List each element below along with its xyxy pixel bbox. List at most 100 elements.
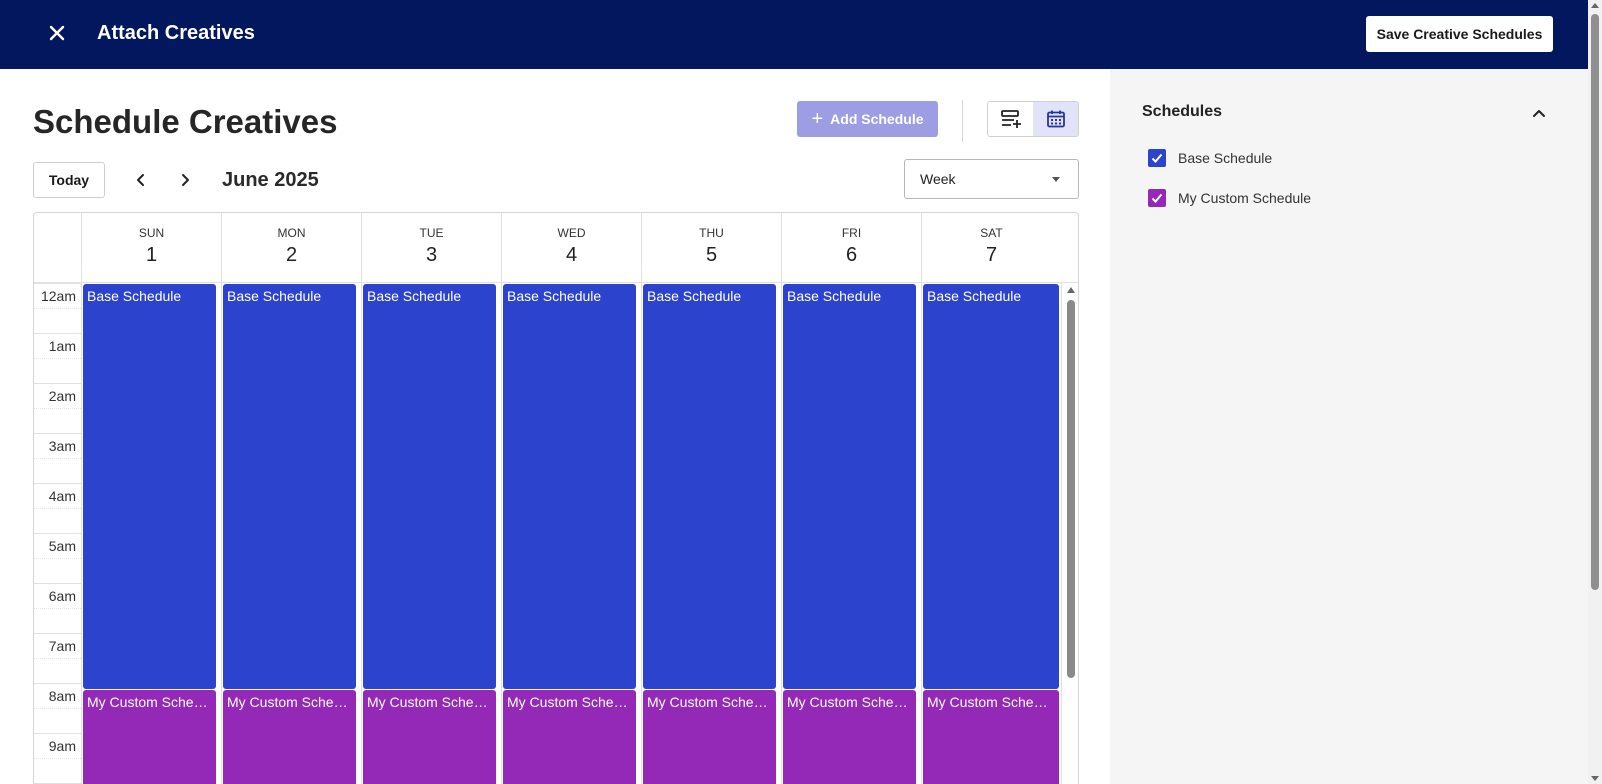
day-name: SUN — [138, 226, 165, 240]
chevron-up-icon — [1533, 110, 1545, 117]
list-view-button[interactable] — [988, 102, 1033, 136]
hour-label: 6am — [48, 588, 76, 604]
event-base-schedule-sat[interactable]: Base Schedule — [923, 284, 1059, 689]
hour-gridline — [34, 433, 81, 434]
top-app-bar: Attach Creatives Save Creative Schedules — [0, 0, 1588, 69]
day-name: WED — [557, 226, 586, 240]
day-name: SAT — [980, 226, 1003, 240]
scrollbar-thumb[interactable] — [1067, 300, 1075, 678]
close-button[interactable] — [44, 20, 70, 46]
chevron-right-icon — [182, 174, 189, 186]
add-schedule-label: Add Schedule — [830, 111, 924, 127]
day-column-divider — [361, 283, 362, 784]
half-hour-gridline — [34, 608, 81, 609]
day-name: MON — [277, 226, 306, 240]
event-base-schedule-wed[interactable]: Base Schedule — [503, 284, 636, 689]
day-number: 2 — [285, 244, 298, 266]
half-hour-gridline — [34, 708, 81, 709]
add-schedule-button[interactable]: + Add Schedule — [797, 101, 938, 137]
day-number: 1 — [145, 244, 158, 266]
half-hour-gridline — [34, 758, 81, 759]
day-name: THU — [699, 226, 724, 240]
day-name: TUE — [419, 226, 444, 240]
event-base-schedule-thu[interactable]: Base Schedule — [643, 284, 776, 689]
event-custom-schedule-sat[interactable]: My Custom Schedule — [923, 690, 1059, 784]
filter-label: Base Schedule — [1178, 150, 1273, 166]
day-number: 7 — [985, 244, 998, 266]
hour-label: 1am — [48, 338, 76, 354]
day-header-thu: THU 5 — [641, 213, 781, 283]
day-column-divider — [501, 283, 502, 784]
hour-gridline — [34, 383, 81, 384]
page-scrollbar[interactable] — [1588, 0, 1602, 784]
day-column-divider — [641, 283, 642, 784]
day-number: 6 — [845, 244, 858, 266]
today-button[interactable]: Today — [33, 162, 105, 198]
event-custom-schedule-mon[interactable]: My Custom Schedu... — [223, 690, 356, 784]
filter-label: My Custom Schedule — [1178, 190, 1312, 206]
schedules-panel: Schedules Base Schedule My Custom Schedu… — [1110, 69, 1588, 784]
day-number: 4 — [565, 244, 578, 266]
close-icon — [49, 25, 65, 41]
checkbox-checked-icon[interactable] — [1148, 189, 1166, 207]
schedules-title: Schedules — [1142, 103, 1223, 120]
hour-gridline — [34, 533, 81, 534]
hour-label: 5am — [48, 538, 76, 554]
hour-gridline — [34, 683, 81, 684]
hour-label: 7am — [48, 638, 76, 654]
hour-gridline — [34, 633, 81, 634]
calendar-header: SUN 1 MON 2 TUE 3 WED 4 THU 5 FRI 6 SAT 7 — [34, 213, 1078, 283]
day-column-divider — [221, 283, 222, 784]
day-column-divider — [81, 283, 82, 784]
view-range-select[interactable]: Week — [904, 159, 1079, 199]
event-base-schedule-fri[interactable]: Base Schedule — [783, 284, 916, 689]
save-creative-schedules-button[interactable]: Save Creative Schedules — [1366, 16, 1553, 52]
half-hour-gridline — [34, 658, 81, 659]
half-hour-gridline — [34, 358, 81, 359]
day-header-wed: WED 4 — [501, 213, 641, 283]
list-add-icon — [1000, 110, 1021, 128]
hour-label: 2am — [48, 388, 76, 404]
hour-label: 9am — [48, 738, 76, 754]
hour-label: 8am — [48, 688, 76, 704]
event-custom-schedule-fri[interactable]: My Custom Schedu... — [783, 690, 916, 784]
chevron-left-icon — [137, 174, 144, 186]
half-hour-gridline — [34, 558, 81, 559]
week-calendar: SUN 1 MON 2 TUE 3 WED 4 THU 5 FRI 6 SAT 7 12am … — [33, 212, 1079, 784]
next-week-button[interactable] — [171, 166, 199, 194]
filter-base-schedule[interactable]: Base Schedule — [1148, 149, 1272, 167]
calendar-view-button[interactable] — [1033, 102, 1078, 136]
day-name: FRI — [841, 226, 862, 240]
hour-label: 12am — [40, 288, 76, 304]
half-hour-gridline — [34, 458, 81, 459]
event-custom-schedule-tue[interactable]: My Custom Schedu... — [363, 690, 496, 784]
collapse-button[interactable] — [1528, 102, 1550, 124]
month-label: June 2025 — [222, 169, 319, 191]
view-toggle — [987, 101, 1079, 137]
caret-down-icon — [1052, 177, 1060, 182]
scroll-up-arrow-icon[interactable] — [1591, 3, 1599, 8]
day-column-divider — [781, 283, 782, 784]
hour-label: 4am — [48, 488, 76, 504]
event-custom-schedule-sun[interactable]: My Custom Schedu... — [83, 690, 216, 784]
calendar-scrollbar[interactable] — [1064, 283, 1078, 784]
event-custom-schedule-thu[interactable]: My Custom Schedu... — [643, 690, 776, 784]
checkbox-checked-icon[interactable] — [1148, 149, 1166, 167]
scroll-down-arrow-icon[interactable] — [1591, 776, 1599, 781]
event-base-schedule-sun[interactable]: Base Schedule — [83, 284, 216, 689]
half-hour-gridline — [34, 308, 81, 309]
hour-label: 3am — [48, 438, 76, 454]
day-header-sat: SAT 7 — [921, 213, 1061, 283]
event-base-schedule-mon[interactable]: Base Schedule — [223, 284, 356, 689]
day-header-mon: MON 2 — [221, 213, 361, 283]
scrollbar-thumb[interactable] — [1591, 14, 1599, 590]
filter-my-custom-schedule[interactable]: My Custom Schedule — [1148, 189, 1311, 207]
day-number: 3 — [425, 244, 438, 266]
previous-week-button[interactable] — [127, 166, 155, 194]
hour-gridline — [34, 583, 81, 584]
event-custom-schedule-wed[interactable]: My Custom Schedu... — [503, 690, 636, 784]
scroll-up-arrow-icon[interactable] — [1067, 287, 1075, 293]
event-base-schedule-tue[interactable]: Base Schedule — [363, 284, 496, 689]
hour-gridline — [34, 733, 81, 734]
day-header-tue: TUE 3 — [361, 213, 501, 283]
